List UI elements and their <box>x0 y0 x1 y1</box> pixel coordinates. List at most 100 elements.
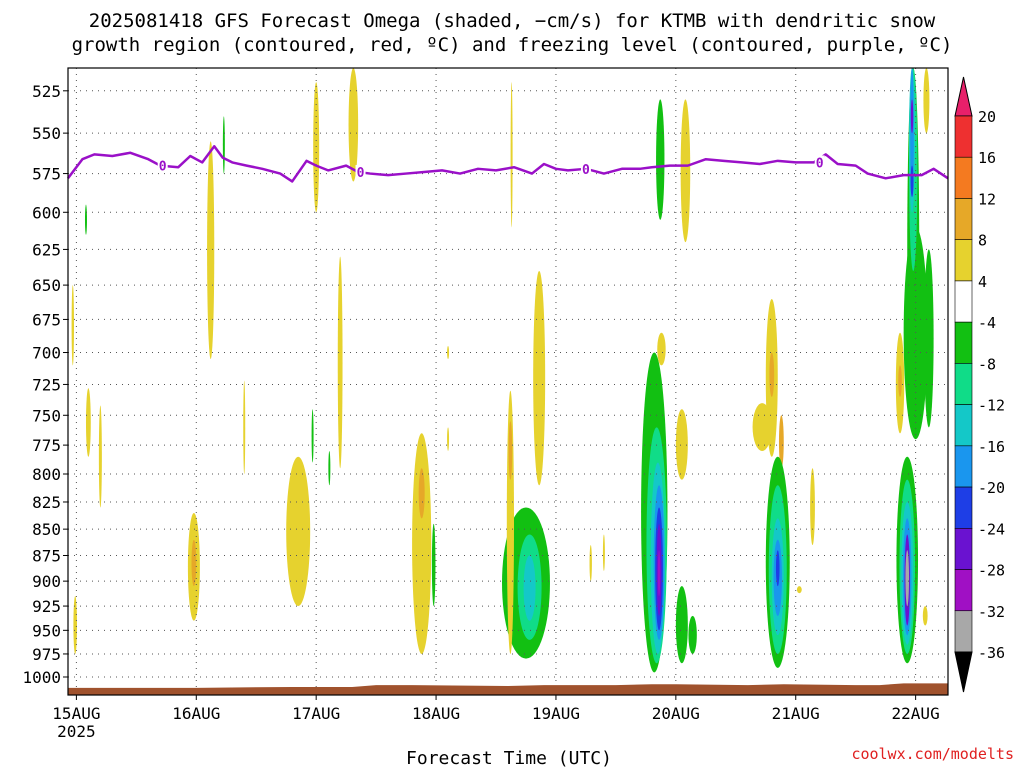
omega-region-62 <box>905 550 910 607</box>
omega-region-13 <box>328 450 331 486</box>
omega-region-10 <box>286 456 311 607</box>
x-year-label: 2025 <box>57 722 96 741</box>
colorbar: 20 16 12 8 4 -4 -8 -12 -16 -20 -24 -28 -32 -36 <box>954 76 1005 693</box>
y-tick-label-9: 750 <box>32 406 61 425</box>
omega-region-42 <box>688 615 697 654</box>
chart-title-line-1: 2025081418 GFS Forecast Omega (shaded, −… <box>89 10 936 32</box>
x-tick-label-1: 16AUG <box>172 704 220 723</box>
colorbar-tick-label-10: -24 <box>978 520 1005 538</box>
colorbar-segment-7 <box>954 404 973 447</box>
omega-region-25 <box>508 421 513 480</box>
x-tick-label-6: 21AUG <box>772 704 820 723</box>
omega-region-29 <box>602 534 605 571</box>
colorbar-tick-label-1: 16 <box>978 149 996 167</box>
colorbar-tick-label-4: 4 <box>978 273 987 291</box>
omega-region-46 <box>778 415 784 469</box>
omega-region-9 <box>243 380 246 474</box>
omega-region-19 <box>447 345 450 359</box>
colorbar-tick-label-12: -32 <box>978 603 1005 621</box>
y-axis: 525 550 575 600 625 650 675 700 725 750 775 800 825 8… <box>22 82 68 687</box>
omega-region-7 <box>207 141 215 359</box>
plot-frame <box>67 67 949 696</box>
colorbar-tick-label-5: -4 <box>978 314 996 332</box>
colorbar-segment-5 <box>954 321 973 364</box>
x-axis: 15AUG 16AUG 17AUG 18AUG 19AUG 20AUG 21AUG 22AUG… <box>52 695 940 741</box>
freezing-level-label-1: 0 <box>357 166 365 181</box>
x-tick-label-2: 17AUG <box>292 704 340 723</box>
omega-region-11 <box>313 82 320 213</box>
colorbar-segment-3 <box>954 239 973 282</box>
omega-region-14 <box>337 256 343 469</box>
omega-region-20 <box>447 427 450 451</box>
x-tick-label-5: 20AUG <box>652 704 700 723</box>
freezing-level-line <box>67 145 949 183</box>
colorbar-tick-label-6: -8 <box>978 355 996 373</box>
colorbar-segment-2 <box>954 198 973 240</box>
omega-region-69 <box>923 68 930 134</box>
omega-region-4 <box>84 204 87 235</box>
freezing-label-bg-3 <box>814 155 825 169</box>
colorbar-tick-label-11: -28 <box>978 562 1005 580</box>
omega-region-55 <box>898 365 902 397</box>
freezing-label-bg-0 <box>157 158 168 172</box>
omega-region-68 <box>910 99 914 134</box>
colorbar-tick-label-9: -20 <box>978 479 1005 497</box>
omega-region-12 <box>311 409 314 463</box>
omega-region-40 <box>680 99 691 243</box>
y-tick-label-5: 650 <box>32 276 61 295</box>
omega-region-15 <box>348 68 359 182</box>
colorbar-segment-1 <box>954 156 973 199</box>
colorbar-tick-label-2: 12 <box>978 190 996 208</box>
y-tick-label-10: 775 <box>32 436 61 455</box>
omega-region-28 <box>589 545 592 582</box>
x-tick-label-4: 19AUG <box>532 704 580 723</box>
omega-region-45 <box>769 352 775 397</box>
y-tick-label-13: 850 <box>32 520 61 539</box>
omega-region-27 <box>510 82 513 228</box>
colorbar-segment-8 <box>954 445 973 488</box>
omega-region-8 <box>222 116 225 174</box>
omega-region-71 <box>922 606 928 626</box>
omega-region-44 <box>752 403 772 451</box>
y-tick-label-14: 875 <box>32 547 61 566</box>
y-tick-label-4: 625 <box>32 240 61 259</box>
omega-region-23 <box>523 555 536 621</box>
omega-region-67 <box>910 165 914 197</box>
colorbar-segment-9 <box>954 486 973 529</box>
colorbar-segment-11 <box>954 569 973 612</box>
colorbar-segment-10 <box>954 528 973 570</box>
x-axis-label: Forecast Time (UTC) <box>406 748 612 768</box>
omega-region-37 <box>656 99 665 220</box>
freezing-label-bg-2 <box>580 161 591 175</box>
y-tick-label-7: 700 <box>32 344 61 363</box>
omega-region-38 <box>657 332 666 366</box>
x-tick-label-3: 18AUG <box>412 704 460 723</box>
omega-region-3 <box>73 596 77 654</box>
grid-lines <box>68 68 948 695</box>
colorbar-top-arrow <box>954 76 973 117</box>
omega-region-41 <box>675 586 688 664</box>
colorbar-segment-0 <box>954 115 973 158</box>
terrain-band <box>68 683 948 695</box>
omega-region-2 <box>98 405 102 508</box>
plot-area: 0 0 0 0 525 550 575 600 625 650 675 700 725 750 775 800… <box>22 67 949 741</box>
omega-region-17 <box>418 468 425 519</box>
omega-region-36 <box>657 550 661 597</box>
y-tick-label-18: 975 <box>32 645 61 664</box>
omega-region-52 <box>810 468 815 546</box>
omega-shading <box>71 68 934 673</box>
freezing-level-label-2: 0 <box>582 163 590 178</box>
colorbar-tick-label-13: -36 <box>978 644 1005 662</box>
y-tick-label-15: 900 <box>32 572 61 591</box>
y-tick-label-19: 1000 <box>22 668 61 687</box>
colorbar-tick-label-3: 8 <box>978 232 987 250</box>
freezing-level-label-3: 0 <box>816 156 824 171</box>
omega-region-0 <box>71 285 74 366</box>
y-tick-label-11: 800 <box>32 465 61 484</box>
x-tick-label-0: 15AUG <box>52 704 100 723</box>
x-tick-label-7: 22AUG <box>892 704 940 723</box>
colorbar-segment-12 <box>954 610 973 653</box>
chart-title-line-2: growth region (contoured, red, ºC) and f… <box>72 34 953 56</box>
y-tick-label-8: 725 <box>32 375 61 394</box>
y-tick-label-17: 950 <box>32 621 61 640</box>
